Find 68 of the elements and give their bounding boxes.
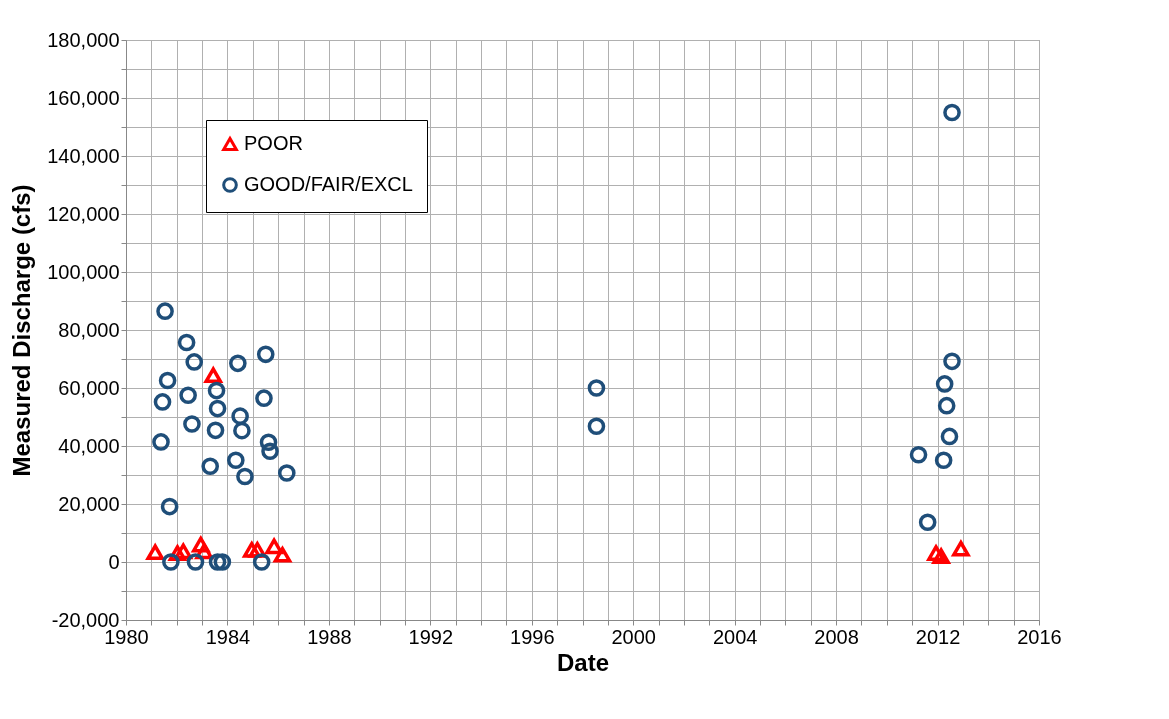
- point: [158, 371, 177, 390]
- x-tick-label: 1984: [205, 625, 251, 648]
- x-tick-label: 2004: [712, 625, 758, 648]
- y-tick-label: 160,000: [47, 86, 120, 109]
- point: [927, 545, 945, 561]
- point: [940, 427, 959, 446]
- y-tick-label: 100,000: [47, 260, 120, 283]
- point: [160, 497, 179, 516]
- point: [943, 352, 961, 371]
- point: [934, 451, 953, 470]
- point: [206, 421, 225, 440]
- point: [208, 399, 227, 418]
- x-tick-label: 2008: [814, 625, 859, 648]
- point: [183, 415, 201, 433]
- point: [153, 393, 172, 411]
- point: [226, 451, 245, 470]
- point: [231, 407, 249, 425]
- point: [265, 538, 283, 555]
- point: [943, 103, 961, 122]
- point: [186, 553, 205, 571]
- x-tick-label: 2016: [1017, 625, 1062, 648]
- x-tick-label: 2012: [915, 625, 961, 648]
- point: [952, 540, 970, 557]
- point: [201, 457, 220, 476]
- point: [277, 464, 296, 482]
- point: [236, 467, 254, 486]
- point: [191, 536, 210, 553]
- y-tick-label: -20,000: [51, 608, 120, 631]
- point: [162, 553, 180, 571]
- point: [204, 367, 223, 384]
- y-tick-label: 40,000: [58, 434, 120, 457]
- point: [156, 302, 174, 320]
- x-tick-label: 1992: [408, 625, 454, 648]
- y-tick-label: 140,000: [47, 144, 120, 167]
- point: [587, 379, 606, 397]
- point: [256, 345, 275, 364]
- point: [932, 548, 950, 565]
- point: [937, 396, 956, 415]
- point: [935, 375, 954, 393]
- point: [146, 544, 164, 561]
- legend-label: GOOD/FAIR/EXCL: [244, 173, 413, 195]
- point: [152, 433, 170, 451]
- point: [909, 445, 928, 464]
- x-tick-label: 1996: [510, 625, 555, 648]
- y-tick-label: 180,000: [47, 28, 120, 51]
- point: [261, 442, 279, 461]
- y-tick-label: 80,000: [58, 318, 120, 341]
- y-tick-label: 0: [108, 550, 120, 573]
- y-axis-title: Measured Discharge (cfs): [8, 184, 36, 477]
- point: [587, 417, 606, 436]
- point: [273, 546, 292, 563]
- x-tick-label: 2000: [611, 625, 656, 648]
- point: [185, 353, 204, 371]
- point: [259, 433, 278, 452]
- x-tick-label: 1988: [307, 625, 352, 648]
- point: [207, 381, 226, 400]
- y-tick-label: 60,000: [58, 376, 120, 399]
- point: [255, 389, 273, 407]
- legend-label: POOR: [244, 132, 303, 154]
- y-tick-label: 120,000: [47, 202, 120, 225]
- point: [252, 553, 271, 571]
- point: [233, 421, 251, 440]
- point: [179, 386, 197, 405]
- y-tick-label: 20,000: [58, 492, 120, 515]
- point: [177, 333, 196, 352]
- point: [229, 354, 247, 373]
- point: [918, 513, 937, 532]
- x-axis-title: Date: [556, 648, 610, 676]
